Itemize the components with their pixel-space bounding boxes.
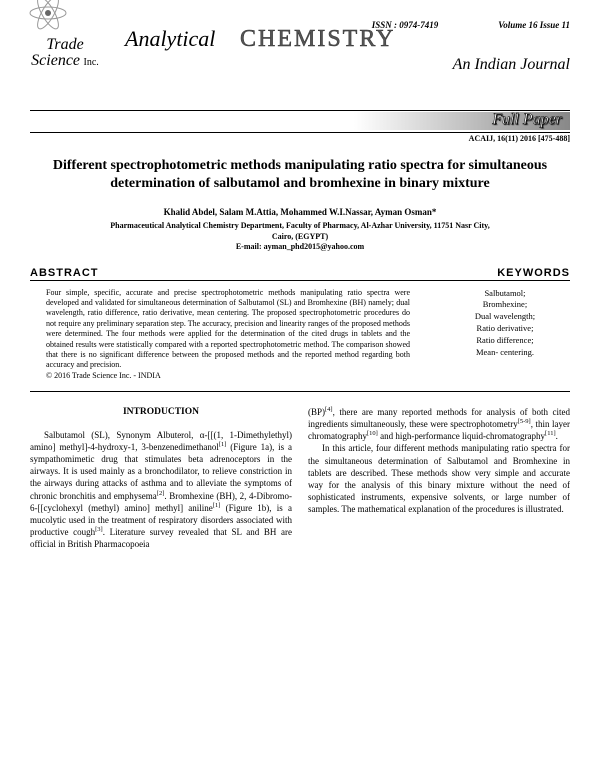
divider — [30, 391, 570, 392]
masthead: Trade Science Inc. Analytical CHEMISTRY … — [30, 34, 570, 104]
journal-title-script: Analytical — [125, 26, 215, 52]
body-column-left: INTRODUCTION Salbutamol (SL), Synonym Al… — [30, 406, 292, 550]
ref-marker: [11] — [545, 430, 556, 437]
keyword-item: Dual wavelength; — [440, 311, 570, 323]
body-paragraph: (BP)[4], there are many reported methods… — [308, 406, 570, 442]
authors-line: Khalid Abdel, Salam M.Attia, Mohammed W.… — [30, 207, 570, 217]
keyword-item: Salbutamol; — [440, 288, 570, 300]
divider — [30, 132, 570, 133]
journal-title-caps: CHEMISTRY — [240, 26, 395, 53]
copyright-text: © 2016 Trade Science Inc. - INDIA — [46, 371, 161, 380]
divider — [30, 280, 570, 281]
affiliation-block: Pharmaceutical Analytical Chemistry Depa… — [30, 221, 570, 252]
author-email: E-mail: ayman_phd2015@yahoo.com — [236, 242, 364, 251]
abstract-heading: ABSTRACT — [30, 267, 99, 279]
keyword-item: Ratio derivative; — [440, 323, 570, 335]
keyword-item: Bromhexine; — [440, 299, 570, 311]
full-paper-label: Full Paper — [492, 112, 562, 129]
article-title: Different spectrophotometric methods man… — [30, 157, 570, 193]
publisher-logo: Trade Science Inc. — [20, 19, 110, 99]
affiliation-line2: Cairo, (EGYPT) — [272, 232, 328, 241]
introduction-heading: INTRODUCTION — [30, 406, 292, 419]
citation-text: ACAIJ, 16(11) 2016 [475-488] — [30, 134, 570, 143]
body-paragraph: In this article, four different methods … — [308, 442, 570, 515]
ref-marker: [10] — [367, 430, 378, 437]
keyword-item: Ratio difference; — [440, 335, 570, 347]
abstract-body: Four simple, specific, accurate and prec… — [46, 288, 410, 370]
divider — [30, 110, 570, 111]
keywords-list: Salbutamol; Bromhexine; Dual wavelength;… — [440, 288, 570, 382]
volume-issue-text: Volume 16 Issue 11 — [498, 20, 570, 30]
ref-marker: [3] — [95, 526, 103, 533]
keywords-heading: KEYWORDS — [497, 267, 570, 279]
full-paper-banner: Full Paper — [30, 112, 570, 130]
logo-science-text: Science — [31, 52, 80, 69]
body-column-right: (BP)[4], there are many reported methods… — [308, 406, 570, 550]
abstract-text: Four simple, specific, accurate and prec… — [30, 288, 410, 382]
keyword-item: Mean- centering. — [440, 347, 570, 359]
ref-marker: [5-9] — [518, 418, 531, 425]
logo-trade-text: Trade — [46, 36, 83, 53]
journal-subtitle: An Indian Journal — [453, 56, 570, 74]
affiliation-line1: Pharmaceutical Analytical Chemistry Depa… — [110, 221, 489, 230]
logo-inc-text: Inc. — [84, 57, 99, 68]
atom-icon — [28, 0, 68, 33]
ref-marker: [4] — [325, 406, 333, 413]
body-text: and high-performance liquid-chromatograp… — [378, 431, 545, 441]
body-text: . — [556, 431, 558, 441]
body-paragraph: Salbutamol (SL), Synonym Albuterol, α-[[… — [30, 429, 292, 550]
body-text: (BP) — [308, 407, 325, 417]
